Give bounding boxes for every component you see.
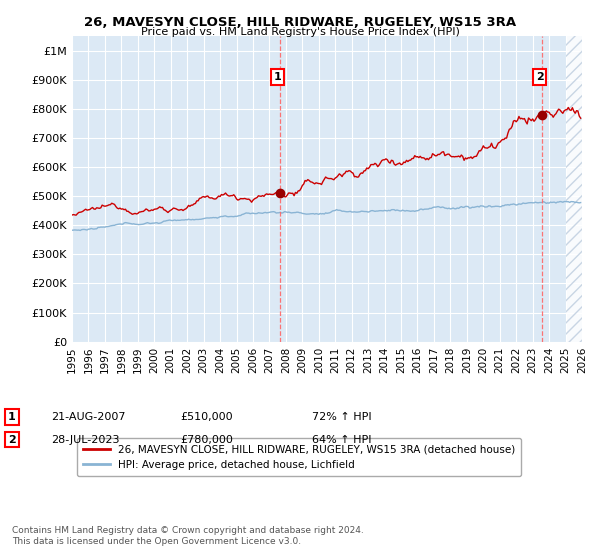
Text: 1: 1 — [274, 72, 281, 82]
Text: £780,000: £780,000 — [180, 435, 233, 445]
Text: 1: 1 — [8, 412, 16, 422]
Text: 21-AUG-2007: 21-AUG-2007 — [51, 412, 125, 422]
Text: 26, MAVESYN CLOSE, HILL RIDWARE, RUGELEY, WS15 3RA: 26, MAVESYN CLOSE, HILL RIDWARE, RUGELEY… — [84, 16, 516, 29]
Text: 2: 2 — [8, 435, 16, 445]
Text: Price paid vs. HM Land Registry's House Price Index (HPI): Price paid vs. HM Land Registry's House … — [140, 27, 460, 37]
Text: 72% ↑ HPI: 72% ↑ HPI — [312, 412, 371, 422]
Text: Contains HM Land Registry data © Crown copyright and database right 2024.
This d: Contains HM Land Registry data © Crown c… — [12, 526, 364, 546]
Legend: 26, MAVESYN CLOSE, HILL RIDWARE, RUGELEY, WS15 3RA (detached house), HPI: Averag: 26, MAVESYN CLOSE, HILL RIDWARE, RUGELEY… — [77, 438, 521, 476]
Text: 2: 2 — [536, 72, 544, 82]
Bar — [566, 36, 582, 342]
Text: 64% ↑ HPI: 64% ↑ HPI — [312, 435, 371, 445]
Text: 28-JUL-2023: 28-JUL-2023 — [51, 435, 119, 445]
Text: £510,000: £510,000 — [180, 412, 233, 422]
